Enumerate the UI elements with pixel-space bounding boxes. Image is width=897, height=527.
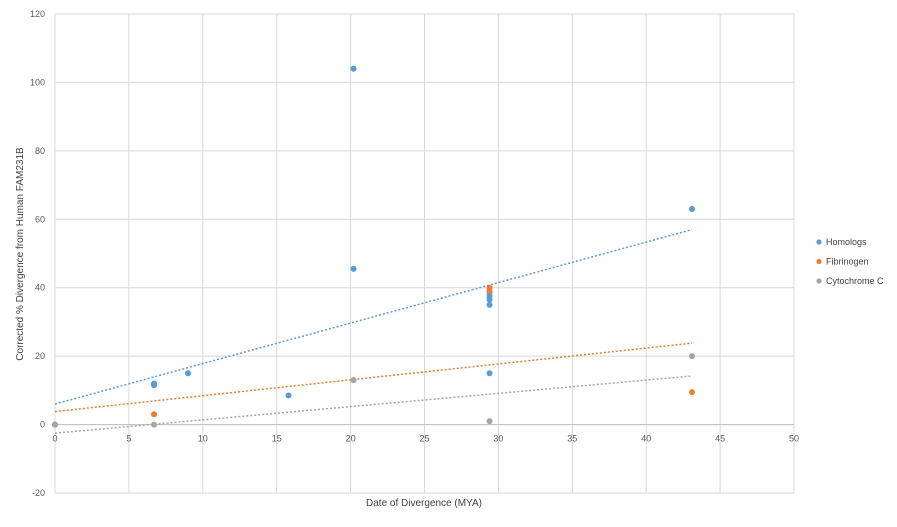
y-tick-label: 0 (40, 420, 45, 430)
data-point-cytochrome-c (486, 418, 493, 425)
trendline-fibrinogen (54, 342, 693, 413)
legend-label: Cytochrome C (826, 276, 884, 286)
y-tick-label: 40 (35, 283, 45, 293)
data-point-fibrinogen (486, 288, 493, 295)
legend-label: Fibrinogen (826, 257, 869, 267)
y-axis-title: Corrected % Divergence from Human FAM231… (15, 147, 26, 361)
data-point-homologs (350, 265, 357, 272)
data-point-cytochrome-c (151, 421, 158, 428)
x-tick-label: 50 (789, 434, 799, 444)
data-point-homologs (151, 380, 158, 387)
y-tick-label: 80 (35, 146, 45, 156)
legend: Homologs Fibrinogen Cytochrome C (816, 237, 884, 286)
data-point-fibrinogen (151, 411, 158, 418)
y-tick-label: 120 (30, 9, 45, 19)
data-point-cytochrome-c (350, 377, 357, 384)
x-tick-label: 30 (493, 434, 503, 444)
data-point-cytochrome-c (689, 353, 696, 360)
y-tick-label: 60 (35, 214, 45, 224)
data-point-homologs (285, 392, 292, 399)
trendline-cytochrome-c (54, 375, 693, 434)
x-tick-label: 0 (52, 434, 57, 444)
data-point-cytochrome-c (52, 421, 58, 428)
y-tick-label: 20 (35, 351, 45, 361)
data-point-homologs (689, 206, 696, 213)
x-axis-title: Date of Divergence (MYA) (366, 498, 482, 509)
x-tick-label: 35 (567, 434, 577, 444)
x-tick-label: 45 (715, 434, 725, 444)
data-points (52, 65, 696, 428)
x-tick-label: 5 (126, 434, 131, 444)
y-tick-label: -20 (32, 488, 45, 498)
data-point-homologs (486, 370, 493, 377)
x-tick-label: 25 (419, 434, 429, 444)
data-point-homologs (350, 65, 357, 72)
x-tick-label: 40 (641, 434, 651, 444)
gridlines (54, 13, 795, 494)
legend-label: Homologs (826, 237, 867, 247)
tick-labels: 0 5 10 15 20 25 30 35 40 45 50 -20 0 20 40 60 80 100 120 (30, 9, 799, 498)
data-point-homologs (486, 296, 493, 303)
x-tick-label: 10 (198, 434, 208, 444)
data-point-homologs (185, 370, 192, 377)
data-point-homologs (486, 301, 493, 308)
data-point-fibrinogen (689, 389, 696, 396)
x-tick-label: 15 (272, 434, 282, 444)
x-tick-label: 20 (346, 434, 356, 444)
legend-marker (816, 239, 822, 245)
y-tick-label: 100 (30, 77, 45, 87)
legend-marker (816, 258, 822, 265)
trendlines (54, 228, 693, 434)
legend-marker (816, 278, 822, 284)
